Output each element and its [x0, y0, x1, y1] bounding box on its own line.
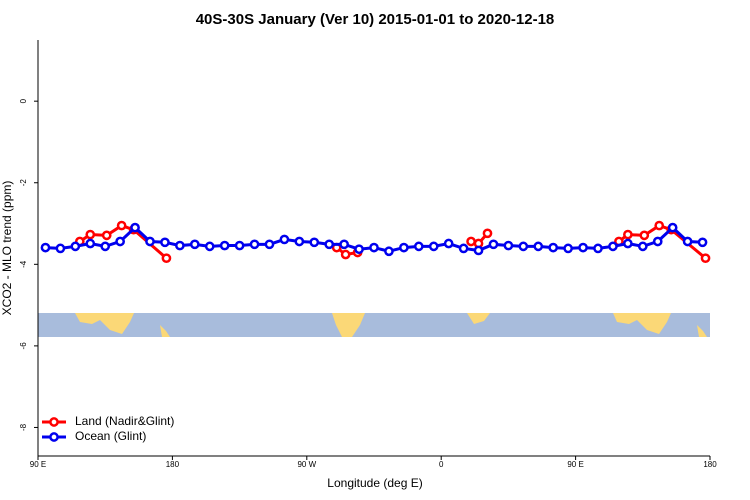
point: [309, 237, 320, 248]
point: [623, 229, 633, 240]
legend-marker: [49, 432, 59, 442]
point: [578, 242, 588, 253]
point: [608, 241, 618, 252]
legend-label: Land (Nadir&Glint): [75, 414, 174, 428]
x-tick-label: 90 E: [567, 460, 583, 469]
point: [145, 236, 155, 247]
legend-label: Ocean (Glint): [75, 429, 146, 443]
point: [369, 242, 379, 253]
point: [40, 242, 51, 253]
y-tick-label: -4: [19, 260, 28, 268]
point: [637, 241, 648, 252]
point: [443, 238, 454, 249]
y-tick-label: 0: [19, 98, 28, 103]
point: [518, 241, 529, 252]
point: [85, 229, 96, 240]
point: [340, 249, 351, 260]
point: [324, 239, 335, 250]
point: [279, 234, 290, 245]
point: [548, 242, 559, 253]
point: [100, 241, 111, 252]
point: [488, 239, 499, 250]
point: [189, 239, 200, 250]
point: [85, 238, 96, 249]
point: [384, 246, 394, 257]
point: [682, 236, 693, 247]
point: [697, 237, 708, 248]
point: [70, 241, 81, 252]
point: [264, 239, 275, 250]
point: [249, 239, 260, 250]
point: [234, 240, 245, 251]
point: [115, 236, 125, 247]
point: [428, 241, 439, 252]
y-axis-label: XCO2 - MLO trend (ppm): [0, 181, 14, 316]
point: [652, 236, 663, 247]
point: [413, 241, 424, 252]
point: [160, 237, 170, 248]
x-tick-label: 180: [703, 460, 717, 469]
y-tick-label: -2: [19, 179, 28, 187]
point: [473, 245, 484, 256]
point: [466, 236, 476, 247]
point: [204, 241, 215, 252]
point: [639, 230, 650, 241]
point: [130, 222, 140, 233]
x-tick-label: 90 E: [30, 460, 46, 469]
point: [294, 236, 305, 247]
point: [623, 238, 633, 249]
point: [116, 220, 127, 231]
legend-marker: [49, 417, 59, 427]
point: [219, 240, 230, 251]
point: [458, 243, 469, 254]
point: [354, 244, 364, 255]
point: [175, 240, 185, 251]
map-strip: [38, 313, 710, 337]
x-tick-label: 90 W: [297, 460, 316, 469]
point: [482, 228, 493, 239]
point: [700, 253, 711, 264]
point: [503, 240, 514, 251]
y-tick-label: -8: [19, 423, 28, 431]
x-tick-label: 180: [166, 460, 180, 469]
point: [399, 242, 409, 253]
point: [593, 243, 603, 254]
point: [161, 253, 172, 264]
x-tick-label: 0: [439, 460, 444, 469]
point: [563, 243, 573, 254]
point: [339, 239, 349, 250]
point: [101, 230, 112, 241]
point: [654, 220, 665, 231]
point: [55, 243, 66, 254]
y-tick-label: -6: [19, 342, 28, 350]
chart-title: 40S-30S January (Ver 10) 2015-01-01 to 2…: [196, 11, 555, 28]
point: [667, 222, 678, 233]
x-axis-label: Longitude (deg E): [327, 476, 422, 490]
point: [533, 241, 544, 252]
